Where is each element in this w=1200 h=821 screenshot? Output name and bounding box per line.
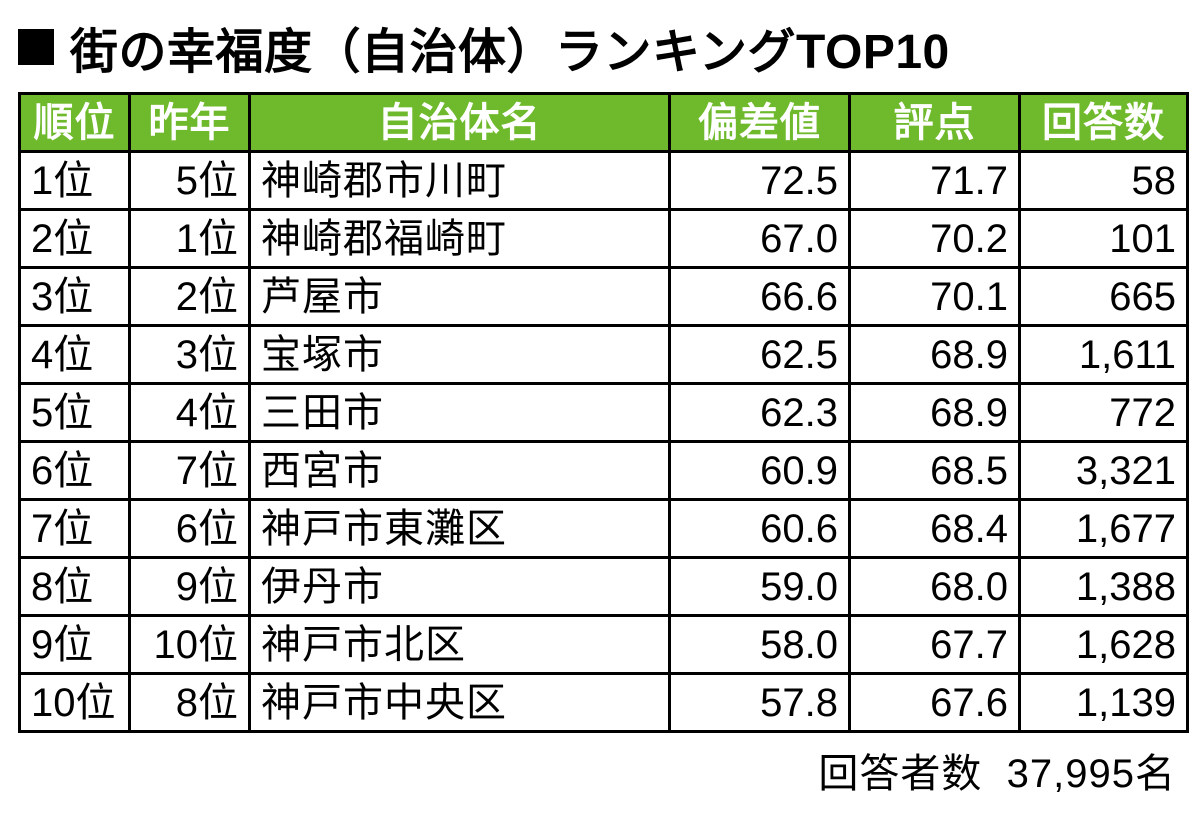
cell-last-year: 10位 — [130, 616, 250, 674]
table-row: 3位2位芦屋市66.670.1665 — [20, 268, 1188, 326]
cell-last-year: 7位 — [130, 442, 250, 500]
cell-responses: 1,139 — [1020, 674, 1188, 732]
cell-name: 神崎郡福崎町 — [250, 210, 670, 268]
cell-responses: 1,388 — [1020, 558, 1188, 616]
cell-deviation: 60.9 — [670, 442, 850, 500]
table-row: 2位1位神崎郡福崎町67.070.2101 — [20, 210, 1188, 268]
page-title: 街の幸福度（自治体）ランキングTOP10 — [70, 12, 950, 82]
cell-last-year: 5位 — [130, 152, 250, 210]
cell-rank: 4位 — [20, 326, 130, 384]
col-header-responses: 回答数 — [1020, 94, 1188, 152]
cell-responses: 665 — [1020, 268, 1188, 326]
table-row: 8位9位伊丹市59.068.01,388 — [20, 558, 1188, 616]
cell-score: 68.9 — [850, 384, 1020, 442]
table-row: 7位6位神戸市東灘区60.668.41,677 — [20, 500, 1188, 558]
cell-rank: 5位 — [20, 384, 130, 442]
page: 街の幸福度（自治体）ランキングTOP10 順位 昨年 自治体名 偏差値 評点 回… — [0, 0, 1200, 799]
square-bullet-icon — [18, 29, 54, 65]
respondent-total-value: 37,995名 — [1007, 752, 1176, 796]
cell-deviation: 57.8 — [670, 674, 850, 732]
cell-responses: 1,677 — [1020, 500, 1188, 558]
cell-deviation: 66.6 — [670, 268, 850, 326]
cell-responses: 1,611 — [1020, 326, 1188, 384]
cell-score: 70.2 — [850, 210, 1020, 268]
cell-deviation: 67.0 — [670, 210, 850, 268]
col-header-rank: 順位 — [20, 94, 130, 152]
cell-name: 伊丹市 — [250, 558, 670, 616]
cell-name: 神戸市北区 — [250, 616, 670, 674]
cell-name: 三田市 — [250, 384, 670, 442]
cell-rank: 6位 — [20, 442, 130, 500]
cell-deviation: 62.3 — [670, 384, 850, 442]
cell-score: 67.6 — [850, 674, 1020, 732]
cell-name: 芦屋市 — [250, 268, 670, 326]
table-row: 10位8位神戸市中央区57.867.61,139 — [20, 674, 1188, 732]
cell-rank: 7位 — [20, 500, 130, 558]
cell-deviation: 62.5 — [670, 326, 850, 384]
col-header-deviation: 偏差値 — [670, 94, 850, 152]
cell-rank: 9位 — [20, 616, 130, 674]
cell-responses: 3,321 — [1020, 442, 1188, 500]
cell-last-year: 4位 — [130, 384, 250, 442]
cell-last-year: 1位 — [130, 210, 250, 268]
cell-score: 67.7 — [850, 616, 1020, 674]
cell-last-year: 6位 — [130, 500, 250, 558]
table-row: 1位5位神崎郡市川町72.571.758 — [20, 152, 1188, 210]
cell-rank: 8位 — [20, 558, 130, 616]
col-header-last-year: 昨年 — [130, 94, 250, 152]
col-header-name: 自治体名 — [250, 94, 670, 152]
cell-name: 神戸市東灘区 — [250, 500, 670, 558]
title-row: 街の幸福度（自治体）ランキングTOP10 — [18, 12, 1182, 82]
cell-score: 71.7 — [850, 152, 1020, 210]
cell-score: 68.5 — [850, 442, 1020, 500]
respondent-total: 回答者数 37,995名 — [18, 741, 1182, 799]
respondent-total-label: 回答者数 — [818, 752, 982, 796]
cell-deviation: 60.6 — [670, 500, 850, 558]
cell-name: 西宮市 — [250, 442, 670, 500]
cell-last-year: 8位 — [130, 674, 250, 732]
cell-responses: 58 — [1020, 152, 1188, 210]
cell-score: 68.9 — [850, 326, 1020, 384]
table-row: 5位4位三田市62.368.9772 — [20, 384, 1188, 442]
cell-last-year: 2位 — [130, 268, 250, 326]
cell-rank: 10位 — [20, 674, 130, 732]
cell-name: 神戸市中央区 — [250, 674, 670, 732]
cell-score: 68.4 — [850, 500, 1020, 558]
cell-last-year: 9位 — [130, 558, 250, 616]
table-row: 4位3位宝塚市62.568.91,611 — [20, 326, 1188, 384]
cell-responses: 1,628 — [1020, 616, 1188, 674]
cell-rank: 2位 — [20, 210, 130, 268]
cell-deviation: 58.0 — [670, 616, 850, 674]
cell-score: 68.0 — [850, 558, 1020, 616]
table-row: 6位7位西宮市60.968.53,321 — [20, 442, 1188, 500]
cell-last-year: 3位 — [130, 326, 250, 384]
ranking-table: 順位 昨年 自治体名 偏差値 評点 回答数 1位5位神崎郡市川町72.571.7… — [18, 92, 1189, 733]
cell-score: 70.1 — [850, 268, 1020, 326]
cell-name: 宝塚市 — [250, 326, 670, 384]
col-header-score: 評点 — [850, 94, 1020, 152]
cell-name: 神崎郡市川町 — [250, 152, 670, 210]
table-header-row: 順位 昨年 自治体名 偏差値 評点 回答数 — [20, 94, 1188, 152]
cell-rank: 3位 — [20, 268, 130, 326]
table-row: 9位10位神戸市北区58.067.71,628 — [20, 616, 1188, 674]
cell-deviation: 72.5 — [670, 152, 850, 210]
cell-rank: 1位 — [20, 152, 130, 210]
cell-responses: 101 — [1020, 210, 1188, 268]
cell-deviation: 59.0 — [670, 558, 850, 616]
cell-responses: 772 — [1020, 384, 1188, 442]
